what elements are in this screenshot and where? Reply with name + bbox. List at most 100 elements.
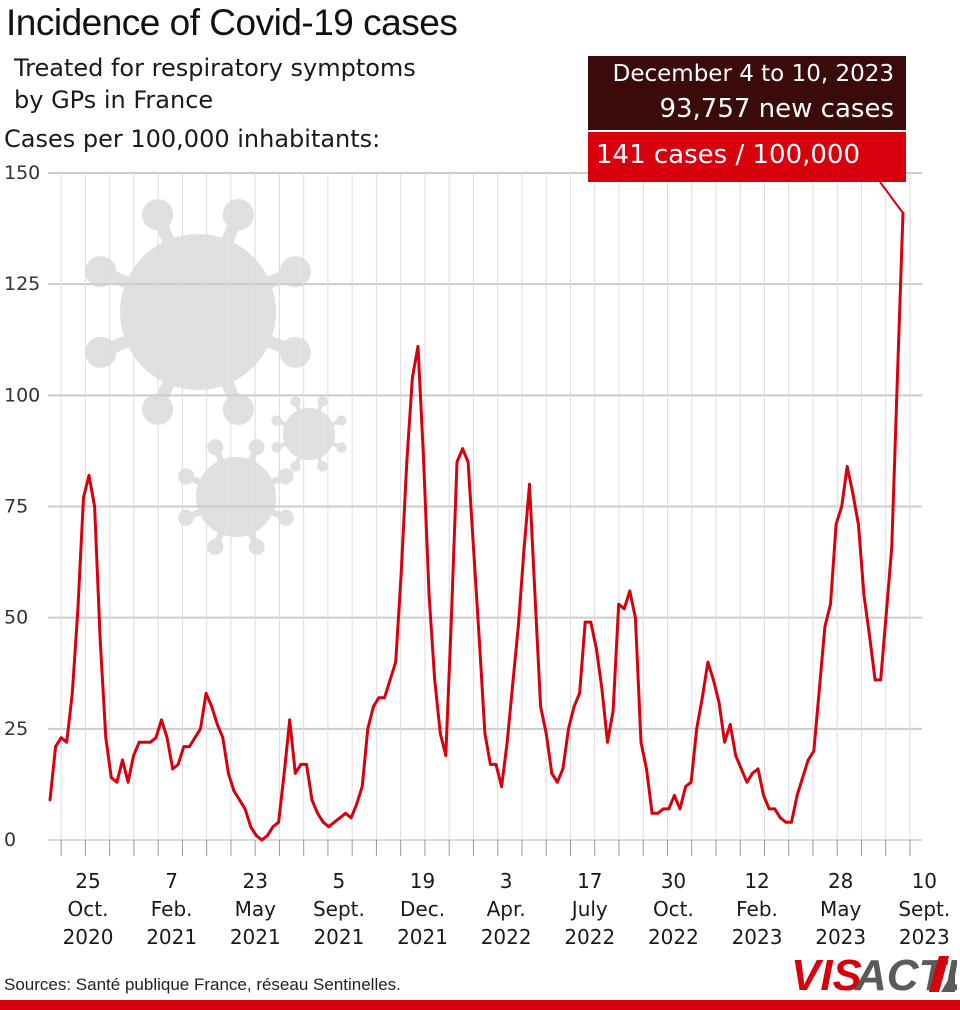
x-tick-line: 10 — [912, 869, 937, 893]
visactu-logo: VIS ACTU — [791, 951, 957, 996]
x-tick-line: 5 — [333, 869, 346, 893]
x-tick-line: 30 — [661, 869, 686, 893]
x-tick-line: 2023 — [815, 925, 866, 949]
logo-mark-icon-2 — [941, 968, 955, 992]
data-point — [266, 834, 269, 837]
data-point — [589, 620, 593, 624]
data-point — [48, 798, 52, 802]
y-tick-label: 75 — [4, 496, 28, 518]
data-point — [271, 825, 275, 829]
data-point — [862, 594, 866, 597]
data-point — [176, 763, 180, 766]
data-point — [238, 798, 241, 802]
data-point — [98, 638, 102, 642]
data-point — [109, 776, 113, 780]
data-point — [817, 687, 821, 691]
x-tick-line: 19 — [410, 869, 435, 893]
data-point — [600, 687, 604, 691]
data-point — [578, 691, 582, 695]
x-tick-line: Apr. — [487, 897, 526, 921]
data-point — [288, 718, 292, 722]
data-point — [834, 522, 838, 526]
highlight-box: December 4 to 10, 2023 93,757 new cases — [588, 56, 906, 130]
data-point — [790, 820, 793, 824]
data-point — [377, 696, 381, 700]
x-tick-line: Oct. — [68, 897, 109, 921]
x-tick-line: July — [570, 897, 608, 921]
data-point — [383, 696, 386, 700]
x-tick-line: 23 — [243, 869, 268, 893]
data-point — [745, 780, 749, 784]
data-point — [511, 682, 515, 686]
virus-spike-tip — [277, 509, 294, 526]
y-tick-label: 125 — [4, 273, 40, 295]
data-point — [706, 660, 710, 664]
x-tick-line: 2022 — [564, 925, 615, 949]
virus-spike-tip — [248, 538, 265, 555]
data-point — [823, 625, 827, 628]
virus-spike-tip — [207, 538, 224, 555]
x-tick-label: 23 May 2021 — [230, 869, 281, 949]
data-point — [472, 549, 476, 553]
data-point — [182, 745, 186, 749]
data-point — [349, 816, 353, 820]
virus-spike-tip — [222, 199, 254, 231]
chart-grid — [48, 172, 922, 856]
virus-spike-tip — [336, 442, 347, 453]
x-tick-line: 7 — [165, 869, 178, 893]
data-point — [277, 820, 280, 824]
data-point — [243, 807, 247, 811]
data-point — [65, 740, 69, 744]
data-point — [689, 780, 693, 784]
data-point — [171, 767, 175, 771]
virus-spike-tip — [85, 256, 117, 288]
data-point — [165, 736, 169, 740]
x-tick-label: 25 Oct. 2020 — [63, 869, 114, 949]
data-point — [555, 780, 559, 784]
data-point — [455, 460, 459, 464]
data-point — [76, 607, 80, 611]
source-note: Sources: Santé publique France, réseau S… — [4, 975, 401, 994]
data-point — [656, 811, 660, 815]
data-point — [873, 678, 877, 682]
virus-spike-tip — [207, 439, 224, 456]
highlight-connector — [879, 181, 904, 214]
data-point — [801, 776, 805, 780]
x-tick-line: 2021 — [397, 925, 448, 949]
data-point — [461, 447, 464, 451]
virus-spike-tip — [178, 468, 195, 485]
x-tick-label: 28 May 2023 — [815, 869, 866, 949]
data-point — [305, 763, 308, 766]
data-point — [210, 705, 214, 708]
chart-title: Incidence of Covid-19 cases — [6, 2, 458, 43]
data-point — [539, 705, 543, 708]
data-point — [628, 589, 632, 593]
data-point — [516, 625, 520, 628]
data-point — [723, 740, 726, 744]
data-point — [115, 780, 119, 784]
data-point — [533, 594, 537, 597]
data-point — [227, 771, 230, 775]
data-point — [327, 825, 331, 829]
data-point — [143, 740, 147, 744]
data-point — [806, 758, 810, 762]
x-tick-line: May — [820, 897, 862, 921]
data-point — [879, 678, 883, 682]
data-point — [433, 678, 437, 682]
data-point — [427, 594, 431, 597]
data-point — [500, 785, 503, 789]
data-point — [572, 705, 576, 708]
data-point — [54, 745, 57, 749]
data-point — [522, 549, 526, 553]
data-point — [812, 749, 816, 753]
data-point — [344, 811, 347, 815]
virus-spike-tip — [317, 396, 328, 407]
x-tick-line: 2022 — [648, 925, 699, 949]
virus-spike-tip — [178, 509, 195, 526]
virus-spike-tip — [222, 393, 254, 425]
data-point — [700, 696, 704, 700]
data-point — [187, 745, 191, 749]
data-point — [332, 820, 336, 824]
data-point — [739, 767, 743, 771]
